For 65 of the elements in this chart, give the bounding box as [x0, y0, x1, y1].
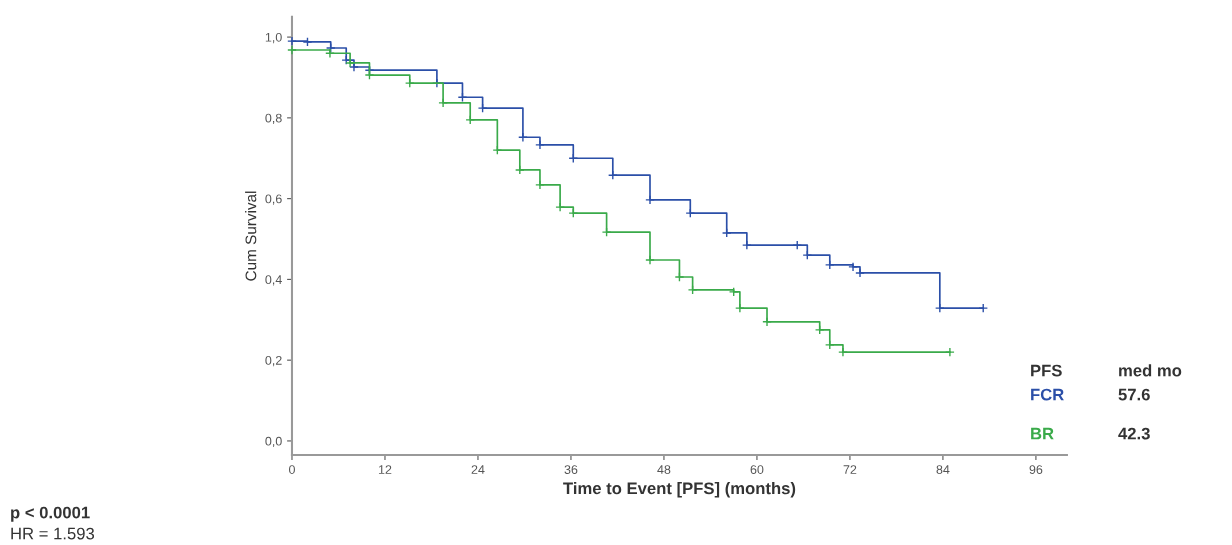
point	[721, 228, 732, 238]
point	[287, 36, 297, 46]
point	[492, 145, 503, 156]
annotation: PFS	[1031, 364, 1062, 377]
point	[349, 62, 359, 72]
point	[848, 262, 858, 272]
point	[302, 37, 313, 47]
point	[742, 240, 752, 250]
point	[674, 272, 685, 282]
point	[645, 255, 655, 265]
point	[364, 70, 375, 80]
text: FCR	[1031, 388, 1064, 401]
point	[568, 208, 579, 219]
point	[465, 115, 476, 125]
point	[518, 132, 528, 143]
point	[345, 58, 355, 68]
point	[945, 347, 955, 357]
x-tick-label: 72	[843, 465, 857, 474]
x-axis-title: Time to Event [PFS] (months)	[563, 482, 796, 498]
y-axis-title: Cum Survival	[245, 191, 257, 281]
x-tick-label: 84	[936, 465, 950, 474]
y-tick-label: 0,8	[265, 113, 282, 124]
point	[735, 303, 745, 313]
point	[535, 180, 545, 190]
text: BR	[1031, 427, 1054, 440]
point	[325, 48, 335, 59]
point	[824, 339, 835, 350]
point	[978, 303, 989, 313]
point	[824, 259, 835, 270]
point	[814, 325, 825, 335]
point	[728, 287, 739, 297]
point	[792, 240, 803, 250]
y-tick-label: 1,0	[265, 32, 282, 44]
point	[404, 78, 415, 88]
point	[802, 250, 813, 261]
point	[601, 227, 612, 238]
point	[535, 140, 545, 150]
x-tick-label: 96	[1029, 465, 1043, 474]
point	[934, 303, 945, 313]
point	[645, 194, 655, 205]
x-tick-label: 60	[750, 465, 764, 474]
x-tick-label: 48	[657, 465, 671, 474]
y-tick-label: 0,2	[265, 355, 282, 367]
text: HR = 1.593	[11, 527, 95, 540]
text: 42.3	[1118, 427, 1150, 440]
text: p < 0.0001	[11, 506, 90, 522]
point	[514, 165, 525, 175]
point	[762, 316, 772, 327]
y-tick-label: 0,6	[265, 194, 282, 205]
y-tick-label: 0,4	[265, 275, 282, 286]
point	[838, 347, 848, 357]
point	[555, 202, 565, 212]
x-tick-label: 12	[378, 465, 392, 474]
x-tick-label: 24	[471, 465, 485, 474]
text: 57.6	[1118, 388, 1150, 401]
y-tick-label: 0,0	[265, 436, 282, 448]
point	[287, 45, 297, 55]
point	[685, 208, 696, 219]
point	[855, 268, 865, 278]
x-tick-label: 36	[564, 465, 578, 474]
x-tick-label: 0	[289, 465, 295, 474]
point	[687, 285, 698, 295]
point	[438, 98, 448, 108]
text: med mo	[1119, 364, 1182, 377]
point	[477, 103, 488, 114]
